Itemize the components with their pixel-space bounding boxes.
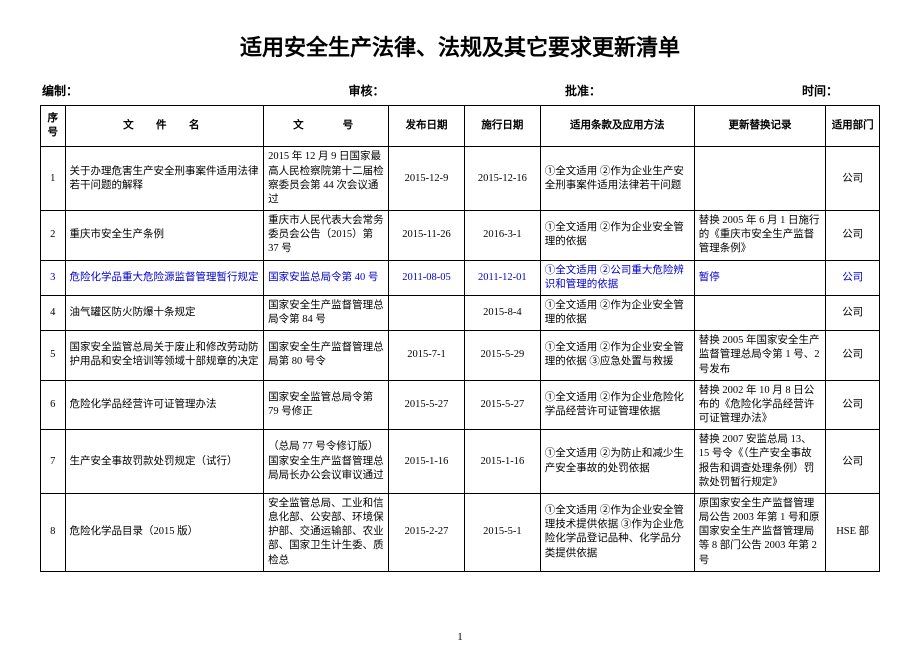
cell-name: 关于办理危害生产安全刑事案件适用法律若干问题的解释 xyxy=(65,147,264,211)
cell-seq: 2 xyxy=(41,211,66,261)
cell-pub xyxy=(389,295,465,330)
cell-pub: 2015-12-9 xyxy=(389,147,465,211)
cell-docno: （总局 77 号令修订版）国家安全生产监督管理总局局长办公会议审议通过 xyxy=(264,430,389,494)
cell-docno: 国家安全生产监督管理总局第 80 号令 xyxy=(264,331,389,381)
cell-name: 生产安全事故罚款处罚规定（试行） xyxy=(65,430,264,494)
table-row: 7生产安全事故罚款处罚规定（试行）（总局 77 号令修订版）国家安全生产监督管理… xyxy=(41,430,880,494)
cell-name: 重庆市安全生产条例 xyxy=(65,211,264,261)
cell-pub: 2015-11-26 xyxy=(389,211,465,261)
cell-eff: 2015-5-29 xyxy=(464,331,540,381)
cell-dept: 公司 xyxy=(826,331,880,381)
cell-repl: 原国家安全生产监督管理局公告 2003 年第 1 号和原国家安全生产监督管理局等… xyxy=(694,493,826,571)
table-row: 8危险化学品目录（2015 版）安全监管总局、工业和信息化部、公安部、环境保护部… xyxy=(41,493,880,571)
cell-dept: 公司 xyxy=(826,430,880,494)
cell-eff: 2015-8-4 xyxy=(464,295,540,330)
cell-scope: ①全文适用 ②作为企业安全管理的依据 xyxy=(540,211,694,261)
col-eff: 施行日期 xyxy=(464,106,540,147)
cell-scope: ①全文适用 ②作为企业安全管理的依据 xyxy=(540,295,694,330)
subheader-row: 编制： 审核： 批准： 时间： xyxy=(40,82,880,99)
cell-scope: ①全文适用 ②作为企业安全管理的依据 ③应急处置与救援 xyxy=(540,331,694,381)
cell-seq: 8 xyxy=(41,493,66,571)
cell-eff: 2015-5-1 xyxy=(464,493,540,571)
cell-seq: 3 xyxy=(41,260,66,295)
table-row: 6危险化学品经营许可证管理办法国家安全监管总局令第 79 号修正2015-5-2… xyxy=(41,380,880,430)
cell-name: 危险化学品经营许可证管理办法 xyxy=(65,380,264,430)
col-repl: 更新替换记录 xyxy=(694,106,826,147)
document-title: 适用安全生产法律、法规及其它要求更新清单 xyxy=(40,30,880,62)
cell-eff: 2016-3-1 xyxy=(464,211,540,261)
cell-name: 危险化学品重大危险源监督管理暂行规定 xyxy=(65,260,264,295)
col-dept: 适用部门 xyxy=(826,106,880,147)
cell-docno: 安全监管总局、工业和信息化部、公安部、环境保护部、交通运输部、农业部、国家卫生计… xyxy=(264,493,389,571)
cell-scope: ①全文适用 ②作为企业危险化学品经营许可证管理依据 xyxy=(540,380,694,430)
page-number: 1 xyxy=(457,631,463,643)
cell-repl xyxy=(694,295,826,330)
cell-dept: HSE 部 xyxy=(826,493,880,571)
cell-name: 国家安全监管总局关于废止和修改劳动防护用品和安全培训等领域十部规章的决定 xyxy=(65,331,264,381)
col-name: 文 件 名 xyxy=(65,106,264,147)
cell-dept: 公司 xyxy=(826,295,880,330)
table-header-row: 序号 文 件 名 文 号 发布日期 施行日期 适用条款及应用方法 更新替换记录 … xyxy=(41,106,880,147)
cell-scope: ①全文适用 ②作为企业生产安全刑事案件适用法律若干问题 xyxy=(540,147,694,211)
cell-docno: 2015 年 12 月 9 日国家最高人民检察院第十二届检察委员会第 44 次会… xyxy=(264,147,389,211)
cell-docno: 国家安全生产监督管理总局令第 84 号 xyxy=(264,295,389,330)
cell-docno: 重庆市人民代表大会常务委员会公告（2015）第 37 号 xyxy=(264,211,389,261)
cell-pub: 2015-5-27 xyxy=(389,380,465,430)
cell-seq: 6 xyxy=(41,380,66,430)
cell-eff: 2011-12-01 xyxy=(464,260,540,295)
cell-eff: 2015-5-27 xyxy=(464,380,540,430)
cell-dept: 公司 xyxy=(826,211,880,261)
prepared-by-label: 编制： xyxy=(42,82,179,99)
cell-docno: 国家安全监管总局令第 79 号修正 xyxy=(264,380,389,430)
cell-seq: 7 xyxy=(41,430,66,494)
cell-repl: 替换 2002 年 10 月 8 日公布的《危险化学品经营许可证管理办法》 xyxy=(694,380,826,430)
cell-scope: ①全文适用 ②公司重大危险辨识和管理的依据 xyxy=(540,260,694,295)
col-seq: 序号 xyxy=(41,106,66,147)
cell-seq: 4 xyxy=(41,295,66,330)
table-row: 4油气罐区防火防爆十条规定国家安全生产监督管理总局令第 84 号 2015-8-4… xyxy=(41,295,880,330)
cell-dept: 公司 xyxy=(826,147,880,211)
cell-dept: 公司 xyxy=(826,260,880,295)
cell-pub: 2015-1-16 xyxy=(389,430,465,494)
cell-eff: 2015-1-16 xyxy=(464,430,540,494)
col-docno: 文 号 xyxy=(264,106,389,147)
cell-docno: 国家安监总局令第 40 号 xyxy=(264,260,389,295)
cell-repl: 替换 2005 年 6 月 1 日施行的《重庆市安全生产监督管理条例》 xyxy=(694,211,826,261)
cell-pub: 2011-08-05 xyxy=(389,260,465,295)
table-row: 2重庆市安全生产条例重庆市人民代表大会常务委员会公告（2015）第 37 号20… xyxy=(41,211,880,261)
table-row: 3危险化学品重大危险源监督管理暂行规定国家安监总局令第 40 号2011-08-… xyxy=(41,260,880,295)
cell-eff: 2015-12-16 xyxy=(464,147,540,211)
cell-seq: 1 xyxy=(41,147,66,211)
cell-scope: ①全文适用 ②作为企业安全管理技术提供依据 ③作为企业危险化学品登记品种、化学品… xyxy=(540,493,694,571)
approved-by-label: 批准： xyxy=(485,82,702,99)
cell-repl: 替换 2005 年国家安全生产监督管理总局令第 1 号、2 号发布 xyxy=(694,331,826,381)
table-row: 1关于办理危害生产安全刑事案件适用法律若干问题的解释2015 年 12 月 9 … xyxy=(41,147,880,211)
time-label: 时间： xyxy=(702,82,879,99)
table-row: 5国家安全监管总局关于废止和修改劳动防护用品和安全培训等领域十部规章的决定国家安… xyxy=(41,331,880,381)
regulations-table: 序号 文 件 名 文 号 发布日期 施行日期 适用条款及应用方法 更新替换记录 … xyxy=(40,105,880,572)
cell-name: 危险化学品目录（2015 版） xyxy=(65,493,264,571)
reviewed-by-label: 审核： xyxy=(179,82,486,99)
cell-pub: 2015-2-27 xyxy=(389,493,465,571)
cell-repl: 替换 2007 安监总局 13、15 号令《（生产安全事故报告和调查处理条例）罚… xyxy=(694,430,826,494)
cell-dept: 公司 xyxy=(826,380,880,430)
cell-name: 油气罐区防火防爆十条规定 xyxy=(65,295,264,330)
cell-repl xyxy=(694,147,826,211)
col-scope: 适用条款及应用方法 xyxy=(540,106,694,147)
cell-seq: 5 xyxy=(41,331,66,381)
cell-pub: 2015-7-1 xyxy=(389,331,465,381)
cell-scope: ①全文适用 ②为防止和减少生产安全事故的处罚依据 xyxy=(540,430,694,494)
col-pub: 发布日期 xyxy=(389,106,465,147)
cell-repl: 暂停 xyxy=(694,260,826,295)
